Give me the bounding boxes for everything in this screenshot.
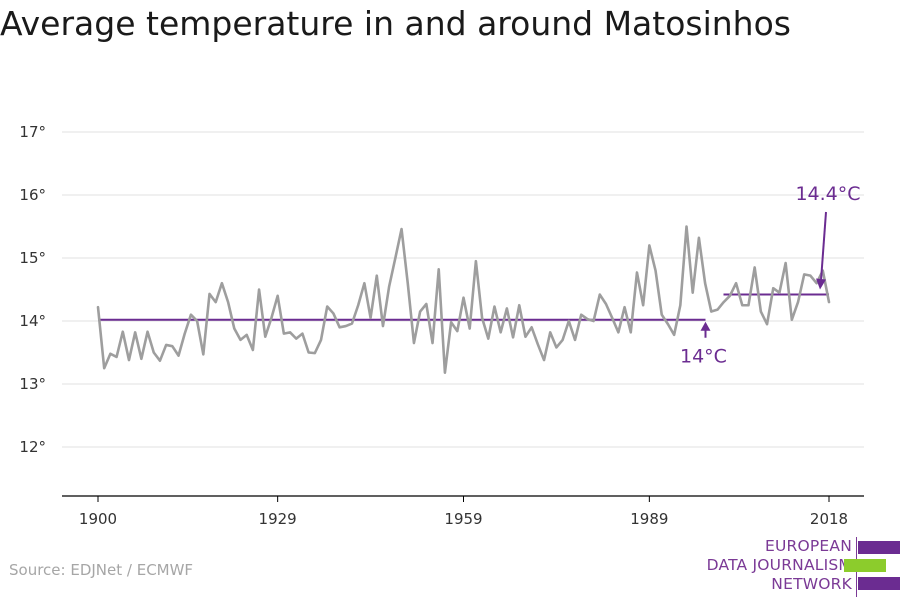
annotation-arrowhead-14: [700, 321, 711, 331]
logo-line-2: DATA JOURNALISM: [706, 556, 852, 574]
source-note: Source: EDJNet / ECMWF: [9, 561, 194, 579]
x-tick-label: 2018: [810, 510, 848, 528]
logo-bar-3: [858, 577, 900, 590]
logo-line-1: EUROPEAN: [764, 537, 852, 555]
annotation-arrow-14-4: [820, 211, 827, 281]
temperature-series-line: [96, 225, 831, 374]
x-tick-label: 1959: [444, 510, 482, 528]
x-tick-label: 1900: [79, 510, 117, 528]
logo-bar-2: [844, 559, 886, 572]
y-tick-label: 16°: [19, 186, 46, 204]
annotation-label-14-4: 14.4°C: [795, 183, 860, 205]
y-tick-label: 15°: [19, 249, 46, 267]
logo-line-3: NETWORK: [771, 575, 852, 593]
y-axis-ticks: 12° 13° 14° 15° 16° 17°: [19, 123, 46, 456]
y-tick-label: 14°: [19, 312, 46, 330]
annotation-arrowhead-14-4: [816, 278, 826, 290]
x-tick-label: 1989: [630, 510, 668, 528]
y-tick-label: 17°: [19, 123, 46, 141]
x-axis: 1900 1929 1959 1989 2018: [62, 495, 864, 528]
annotations: 14°C 14.4°C: [680, 183, 861, 368]
series-lines: [96, 225, 831, 374]
logo-bar-1: [858, 541, 900, 554]
x-tick-label: 1929: [259, 510, 297, 528]
y-tick-label: 13°: [19, 375, 46, 393]
chart-title: Average temperature in and around Matosi…: [0, 4, 791, 43]
grid-lines: [62, 131, 864, 448]
edjnet-logo: EUROPEAN DATA JOURNALISM NETWORK: [700, 537, 900, 597]
y-tick-label: 12°: [19, 438, 46, 456]
reference-lines: [98, 293, 829, 321]
annotation-label-14: 14°C: [680, 346, 727, 368]
